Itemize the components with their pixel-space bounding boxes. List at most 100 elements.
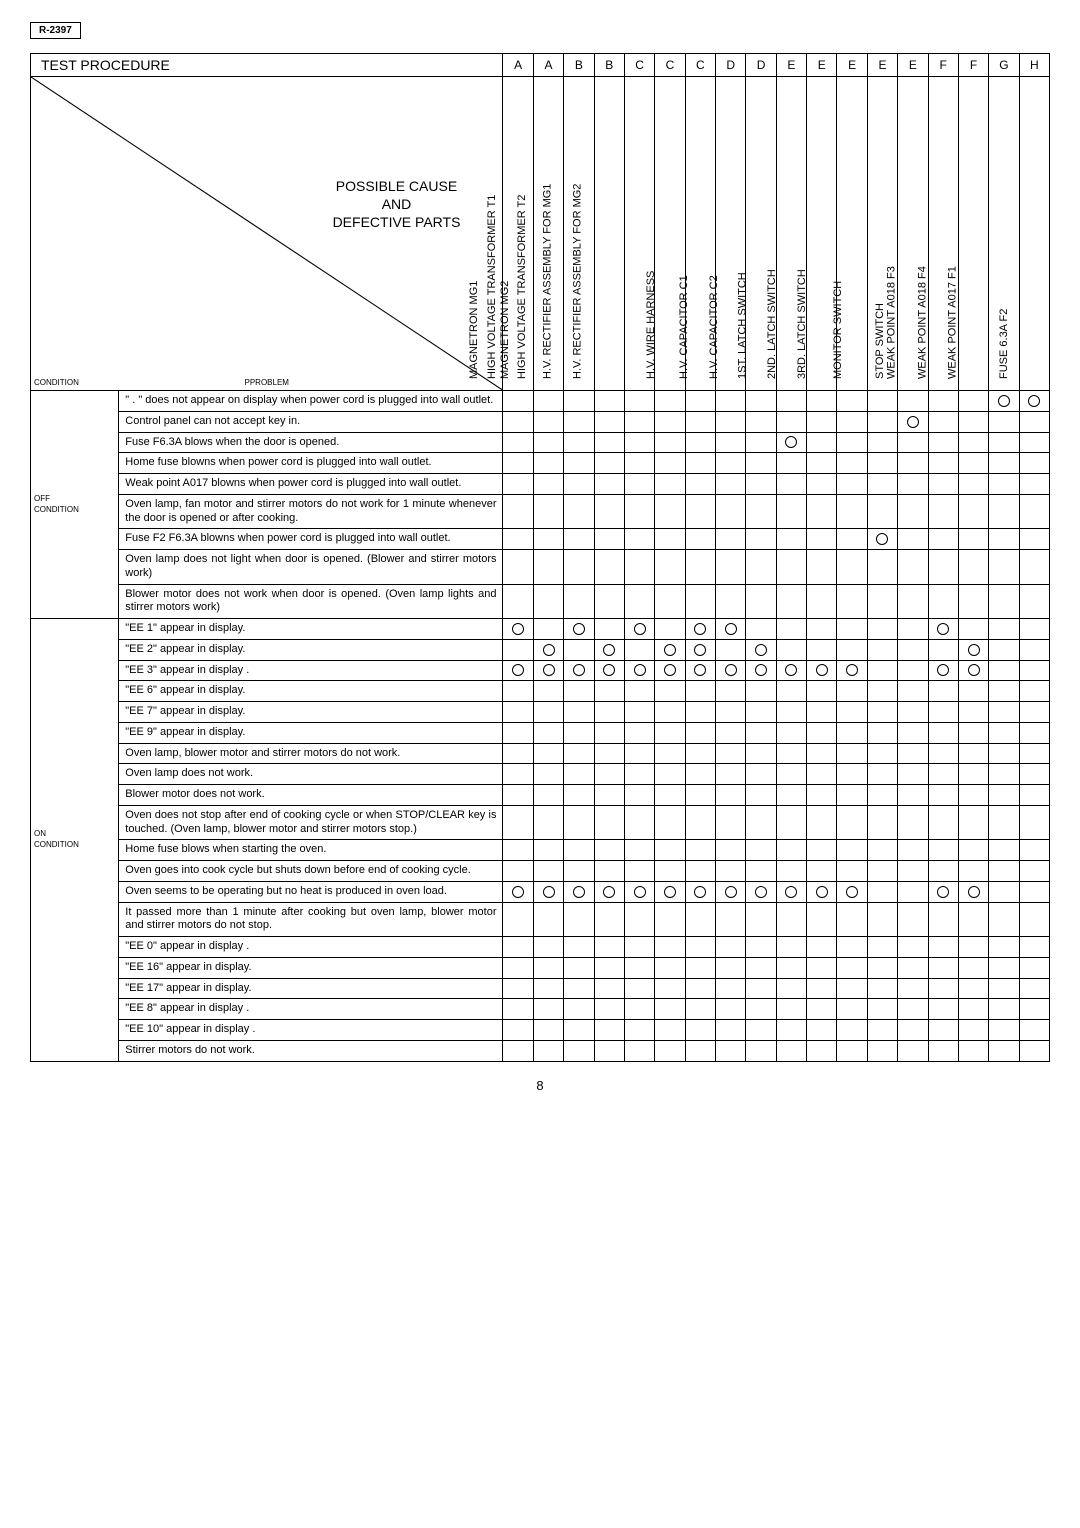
mark-cell: [533, 584, 563, 619]
problem-cell: "EE 3" appear in display .: [119, 660, 503, 681]
mark-cell: [989, 861, 1019, 882]
mark-cell: [716, 999, 746, 1020]
mark-cell: [716, 660, 746, 681]
mark-cell: [989, 660, 1019, 681]
mark-cell: [837, 978, 867, 999]
mark-cell: [716, 432, 746, 453]
mark-cell: [928, 840, 958, 861]
mark-cell: [564, 805, 594, 840]
mark-cell: [624, 764, 654, 785]
mark-cell: [564, 411, 594, 432]
table-row: OFFCONDITION" . " does not appear on dis…: [31, 391, 1050, 412]
column-letter: B: [594, 54, 624, 77]
mark-cell: [564, 937, 594, 958]
mark-cell: [776, 391, 806, 412]
mark-cell: [624, 1020, 654, 1041]
mark-cell: [503, 978, 533, 999]
problem-cell: Stirrer motors do not work.: [119, 1040, 503, 1061]
mark-cell: [928, 722, 958, 743]
circle-mark-icon: [755, 644, 767, 656]
problem-cell: "EE 16" appear in display.: [119, 957, 503, 978]
circle-mark-icon: [573, 664, 585, 676]
mark-cell: [837, 764, 867, 785]
table-row: It passed more than 1 minute after cooki…: [31, 902, 1050, 937]
column-header: WEAK POINT A018 F4: [958, 77, 988, 391]
mark-cell: [958, 1020, 988, 1041]
mark-cell: [655, 432, 685, 453]
mark-cell: [564, 391, 594, 412]
mark-cell: [898, 861, 928, 882]
mark-cell: [989, 550, 1019, 585]
mark-cell: [594, 902, 624, 937]
mark-cell: [624, 639, 654, 660]
mark-cell: [564, 881, 594, 902]
mark-cell: [1019, 861, 1049, 882]
mark-cell: [867, 805, 897, 840]
problem-cell: "EE 8" appear in display .: [119, 999, 503, 1020]
mark-cell: [898, 660, 928, 681]
circle-mark-icon: [755, 664, 767, 676]
mark-cell: [837, 722, 867, 743]
model-tag: R-2397: [30, 22, 81, 39]
mark-cell: [533, 432, 563, 453]
mark-cell: [594, 881, 624, 902]
mark-cell: [837, 999, 867, 1020]
mark-cell: [746, 978, 776, 999]
mark-cell: [1019, 978, 1049, 999]
mark-cell: [867, 978, 897, 999]
mark-cell: [594, 432, 624, 453]
mark-cell: [685, 619, 715, 640]
mark-cell: [685, 702, 715, 723]
column-letter: A: [533, 54, 563, 77]
mark-cell: [958, 957, 988, 978]
mark-cell: [624, 619, 654, 640]
mark-cell: [898, 474, 928, 495]
mark-cell: [746, 937, 776, 958]
mark-cell: [624, 957, 654, 978]
table-row: Oven does not stop after end of cooking …: [31, 805, 1050, 840]
mark-cell: [807, 494, 837, 529]
mark-cell: [624, 861, 654, 882]
mark-cell: [655, 764, 685, 785]
mark-cell: [1019, 702, 1049, 723]
mark-cell: [655, 584, 685, 619]
mark-cell: [867, 722, 897, 743]
mark-cell: [776, 1040, 806, 1061]
table-row: "EE 9" appear in display.: [31, 722, 1050, 743]
mark-cell: [685, 584, 715, 619]
mark-cell: [594, 529, 624, 550]
mark-cell: [746, 785, 776, 806]
mark-cell: [776, 639, 806, 660]
table-row: Oven seems to be operating but no heat i…: [31, 881, 1050, 902]
mark-cell: [503, 681, 533, 702]
mark-cell: [958, 722, 988, 743]
mark-cell: [716, 1020, 746, 1041]
mark-cell: [1019, 550, 1049, 585]
mark-cell: [776, 805, 806, 840]
mark-cell: [807, 978, 837, 999]
mark-cell: [958, 411, 988, 432]
problem-cell: Blower motor does not work.: [119, 785, 503, 806]
mark-cell: [958, 474, 988, 495]
problem-cell: Fuse F6.3A blows when the door is opened…: [119, 432, 503, 453]
mark-cell: [746, 999, 776, 1020]
mark-cell: [564, 474, 594, 495]
mark-cell: [989, 1040, 1019, 1061]
problem-cell: "EE 0" appear in display .: [119, 937, 503, 958]
mark-cell: [958, 702, 988, 723]
mark-cell: [807, 902, 837, 937]
mark-cell: [898, 639, 928, 660]
mark-cell: [564, 902, 594, 937]
circle-mark-icon: [1028, 395, 1040, 407]
mark-cell: [989, 411, 1019, 432]
problem-cell: "EE 6" appear in display.: [119, 681, 503, 702]
problem-cell: Blower motor does not work when door is …: [119, 584, 503, 619]
table-row: "EE 6" appear in display.: [31, 681, 1050, 702]
mark-cell: [1019, 785, 1049, 806]
mark-cell: [716, 639, 746, 660]
mark-cell: [594, 722, 624, 743]
circle-mark-icon: [846, 886, 858, 898]
mark-cell: [928, 432, 958, 453]
mark-cell: [807, 432, 837, 453]
mark-cell: [533, 764, 563, 785]
